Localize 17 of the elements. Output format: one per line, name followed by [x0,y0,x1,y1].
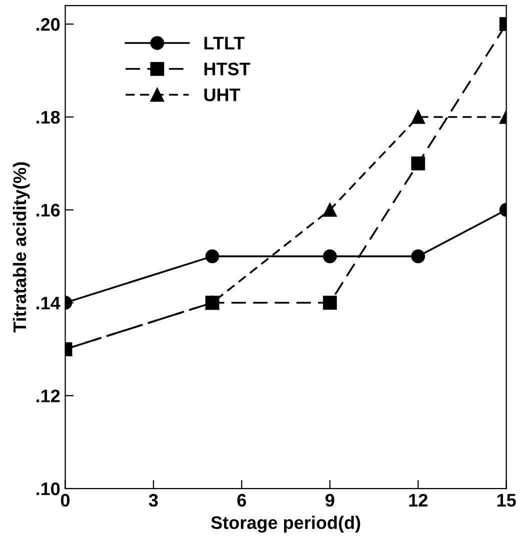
x-tick-label: 6 [237,494,246,507]
x-axis-title: Storage period(d) [211,516,360,533]
legend-label: HTST [204,62,250,76]
y-tick-label: .12 [36,390,60,402]
y-tick-label: .16 [36,204,60,217]
x-tick-label: 9 [326,494,334,507]
y-tick-label: .10 [36,482,60,496]
x-tick-label: 12 [409,494,428,506]
y-tick-label: .14 [36,296,60,310]
y-tick-label: .18 [36,110,60,124]
y-tick-label: .20 [36,18,60,31]
y-axis-title: Titratable acidity(%) [12,162,30,332]
legend-label: UHT [204,88,240,102]
x-tick-label: 15 [497,494,516,507]
x-tick-label: 0 [60,494,70,507]
x-tick-label: 3 [148,494,158,507]
legend-label: LTLT [204,36,245,50]
